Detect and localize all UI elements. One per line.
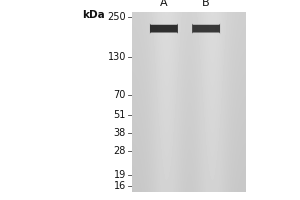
FancyBboxPatch shape (192, 23, 220, 34)
Text: 51: 51 (114, 110, 126, 120)
Text: 250: 250 (107, 12, 126, 22)
FancyBboxPatch shape (150, 23, 178, 34)
Text: 19: 19 (114, 170, 126, 180)
Text: 130: 130 (108, 52, 126, 62)
Text: 28: 28 (114, 146, 126, 156)
Text: 70: 70 (114, 90, 126, 100)
Text: A: A (160, 0, 168, 8)
Text: B: B (202, 0, 210, 8)
Text: kDa: kDa (82, 10, 105, 20)
Text: 38: 38 (114, 128, 126, 138)
Text: 16: 16 (114, 181, 126, 191)
